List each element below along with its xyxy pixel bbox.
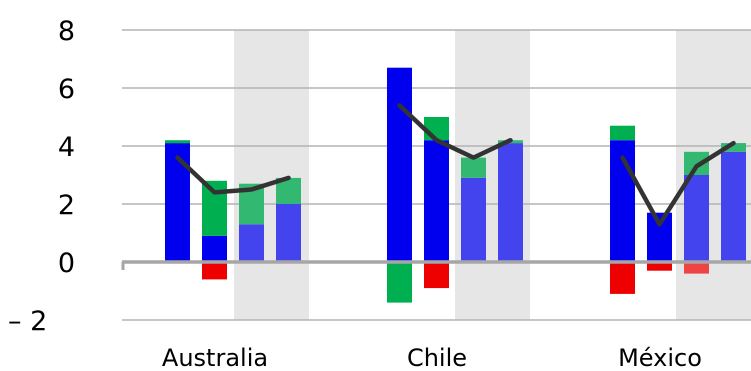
bar-negative-segment bbox=[647, 262, 672, 271]
bar-negative-segment bbox=[387, 262, 412, 303]
bar-base-segment bbox=[498, 143, 523, 262]
bar-base-segment bbox=[239, 224, 264, 262]
bar-negative-segment bbox=[610, 262, 635, 294]
bar-positive-segment bbox=[165, 140, 190, 144]
bar-negative-segment bbox=[684, 262, 709, 274]
line-series-1 bbox=[175, 155, 291, 195]
bar-positive-segment bbox=[721, 143, 746, 152]
bar-positive-segment bbox=[202, 180, 227, 236]
bar-base-segment bbox=[387, 67, 412, 262]
y-axis-tick-labels: 8 6 4 2 0 – 2 bbox=[8, 16, 75, 337]
bar-negative-segment bbox=[424, 262, 449, 289]
y-tick-label: – 2 bbox=[8, 306, 47, 337]
bar-positive-segment bbox=[461, 157, 486, 178]
zero-axis bbox=[121, 260, 751, 270]
bar-base-segment bbox=[684, 175, 709, 262]
y-tick-label: 6 bbox=[58, 74, 75, 105]
y-tick-label: 4 bbox=[58, 132, 75, 163]
x-category-label: México bbox=[618, 344, 702, 371]
bar-base-segment bbox=[202, 235, 227, 262]
y-tick-label: 8 bbox=[58, 16, 75, 47]
line-series-2 bbox=[397, 103, 513, 160]
x-category-label: Chile bbox=[407, 344, 467, 371]
bar-base-segment bbox=[276, 204, 301, 262]
bar-positive-segment bbox=[424, 117, 449, 141]
x-axis-category-labels: Australia Chile México bbox=[162, 344, 702, 371]
shaded-bands bbox=[234, 30, 751, 320]
line-series-3 bbox=[620, 140, 736, 227]
y-tick-label: 2 bbox=[58, 190, 75, 221]
bar-base-segment bbox=[424, 140, 449, 262]
bar-positive-segment bbox=[684, 151, 709, 175]
bar-series bbox=[165, 67, 746, 303]
bar-positive-segment bbox=[610, 125, 635, 141]
bar-base-segment bbox=[461, 177, 486, 262]
x-category-label: Australia bbox=[162, 344, 268, 371]
shaded-band bbox=[234, 30, 309, 320]
bar-negative-segment bbox=[202, 262, 227, 280]
line-series bbox=[175, 103, 736, 227]
y-tick-label: 0 bbox=[58, 248, 75, 279]
bar-base-segment bbox=[721, 151, 746, 262]
bar-base-segment bbox=[165, 143, 190, 262]
